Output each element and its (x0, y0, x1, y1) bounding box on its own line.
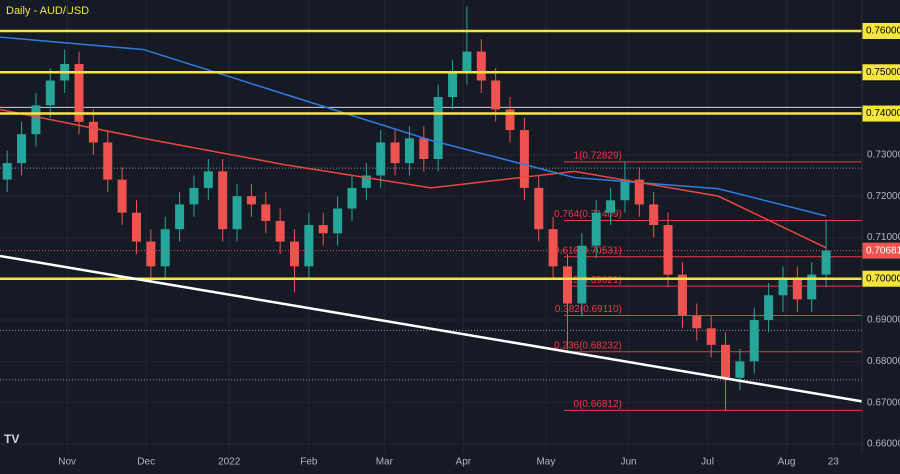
candle-body (663, 225, 673, 275)
candle-body (792, 278, 802, 300)
candle-body (419, 138, 429, 159)
fib-label: 0.382(0.69110) (555, 304, 622, 315)
candle-body (548, 229, 558, 267)
level-tag (862, 64, 900, 81)
candle-body (376, 142, 386, 176)
candle-body (634, 179, 644, 205)
x-tick-label: May (536, 457, 555, 468)
candle-body (74, 64, 84, 122)
candle-body (778, 278, 788, 296)
candle-body (706, 328, 716, 345)
fib-label: 0.618(0.70531) (554, 245, 622, 256)
candle-body (232, 196, 242, 230)
candle-body (692, 315, 702, 329)
candle-body (462, 51, 472, 73)
candle-body (189, 187, 199, 205)
level-tag (862, 270, 900, 287)
trendline (0, 254, 863, 403)
x-tick-label: Feb (300, 457, 318, 468)
candle-body (261, 204, 271, 221)
x-tick-label: Mar (376, 457, 394, 468)
chart-title: Daily - AUD/USD (6, 5, 89, 17)
candle-body (275, 220, 285, 242)
y-tick-label: 0.72000 (867, 191, 900, 202)
level-label: 0.75000 (866, 67, 900, 78)
level-tag (862, 105, 900, 122)
candle-body (390, 142, 400, 164)
candle-body (103, 142, 113, 180)
moving-average (0, 36, 827, 217)
candle-body (160, 229, 170, 267)
candle-body (290, 241, 300, 267)
level-tag (862, 22, 900, 39)
level-label: 0.70000 (866, 273, 900, 284)
candle-body (45, 80, 55, 106)
candle-body (620, 179, 630, 201)
candle-body (821, 250, 831, 275)
candle-body (534, 187, 544, 230)
candle-body (146, 241, 156, 267)
candle-body (735, 361, 745, 378)
candle-body (246, 196, 256, 205)
candle-body (677, 274, 687, 316)
x-tick-label: Dec (137, 457, 155, 468)
x-tick-label: 23 (828, 457, 840, 468)
candle-body (577, 245, 587, 304)
y-tick-label: 0.68000 (867, 356, 900, 367)
fib-label: 0(0.66812) (574, 399, 622, 410)
candle-body (519, 130, 529, 188)
y-tick-label: 0.71000 (867, 232, 900, 243)
y-tick-label: 0.73000 (867, 149, 900, 160)
fib-label: 0.764(0.71409) (554, 209, 622, 220)
candle-body (491, 80, 501, 110)
x-tick-label: 2022 (218, 457, 241, 468)
candle-body (88, 121, 98, 143)
candle-body (304, 225, 314, 267)
candle-body (562, 266, 572, 304)
candle-body (764, 295, 774, 321)
candle-body (218, 171, 228, 230)
x-tick-label: Jul (701, 457, 714, 468)
candle-body (31, 105, 41, 135)
candle-body (333, 208, 343, 234)
fib-label: 0.5(0.69821) (565, 275, 622, 286)
candle-body (404, 138, 414, 164)
candle-body (721, 344, 731, 378)
y-tick-label: 0.66000 (867, 439, 900, 450)
fib-label: 0.236(0.68232) (554, 340, 622, 351)
candle-body (347, 187, 357, 209)
candle-body (807, 274, 817, 300)
y-tick-label: 0.69000 (867, 315, 900, 326)
x-tick-label: Aug (778, 457, 796, 468)
candle-body (175, 204, 185, 230)
candle-body (749, 320, 759, 362)
last-price-label: 0.70681 (866, 245, 900, 256)
x-tick-label: Jun (620, 457, 636, 468)
candle-body (448, 72, 458, 98)
x-tick-label: Apr (456, 457, 472, 468)
candle-body (131, 212, 141, 242)
level-label: 0.76000 (866, 26, 900, 37)
candle-body (606, 200, 616, 213)
candle-body (433, 97, 443, 159)
candle-body (649, 204, 659, 226)
candle-body (203, 171, 213, 188)
logo: TV (4, 432, 19, 446)
fib-label: 1(0.72829) (574, 151, 622, 162)
moving-average (0, 108, 827, 249)
y-tick-label: 0.67000 (867, 397, 900, 408)
candle-body (591, 212, 601, 246)
level-label: 0.74000 (866, 108, 900, 119)
price-tag (862, 242, 900, 259)
x-tick-label: Nov (58, 457, 76, 468)
candle-body (318, 225, 328, 234)
candle-body (2, 163, 12, 180)
candle-body (17, 134, 27, 164)
candle-body (361, 175, 371, 188)
candle-body (117, 179, 127, 213)
candle-body (505, 109, 515, 131)
candle-body (476, 51, 486, 81)
